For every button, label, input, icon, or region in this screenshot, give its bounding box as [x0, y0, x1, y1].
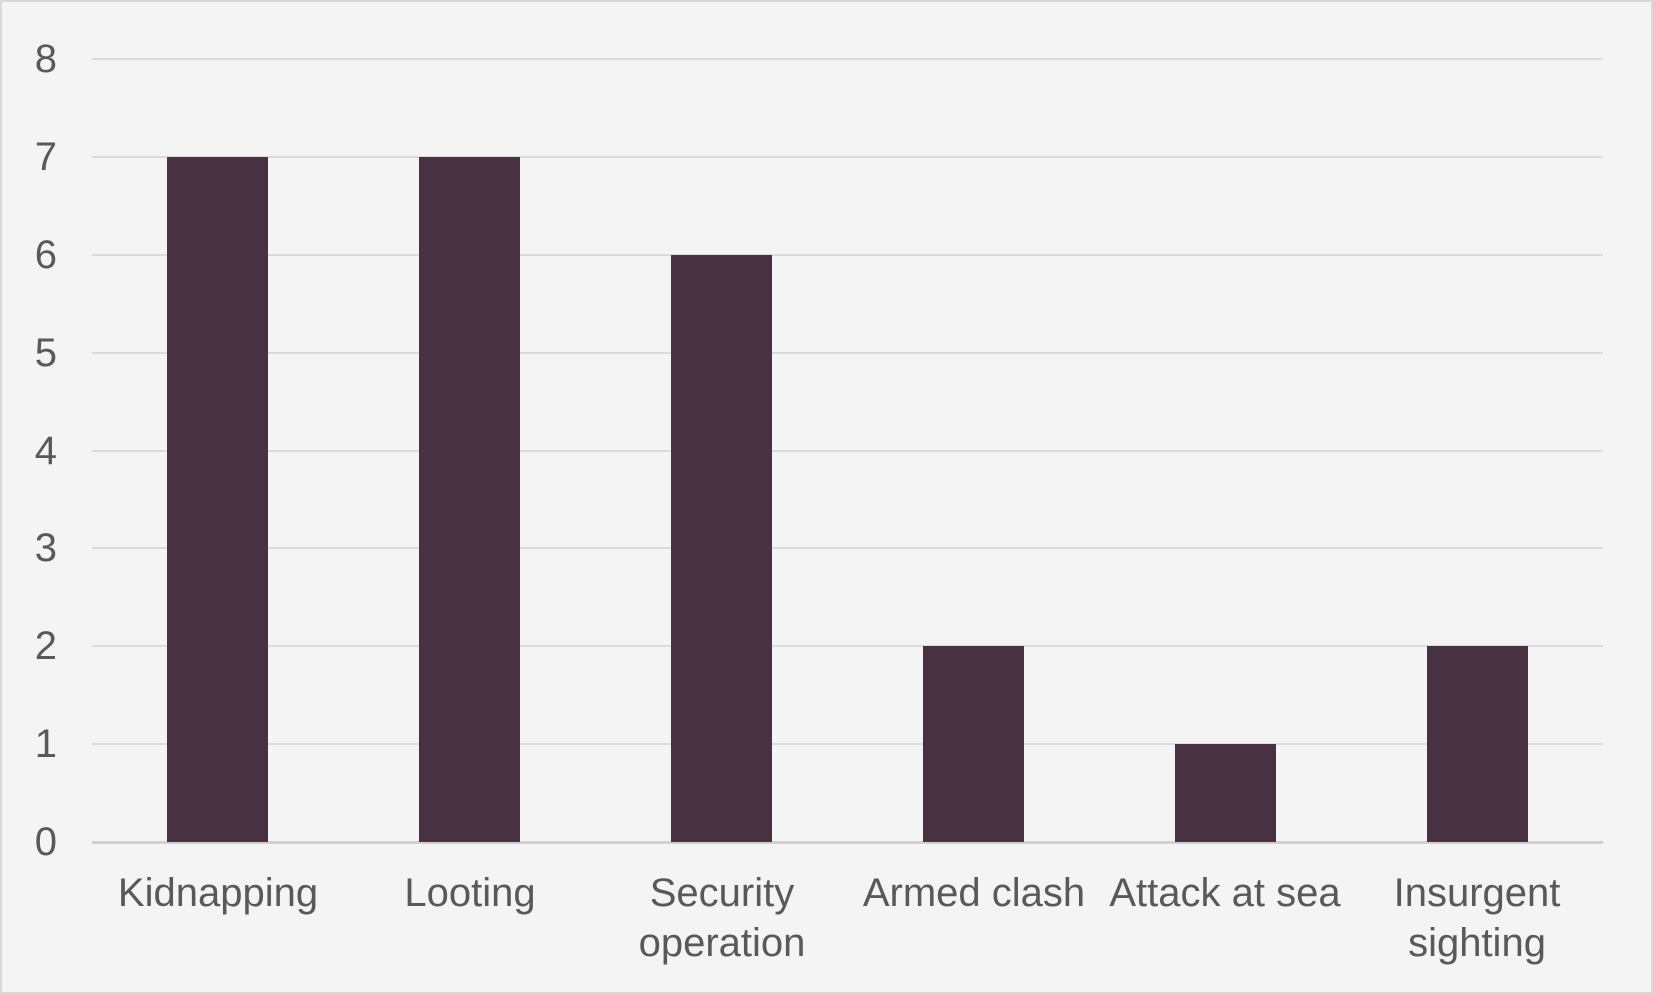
- gridline: [92, 743, 1603, 746]
- x-tick-label-kidnapping: Kidnapping: [92, 868, 344, 918]
- y-tick-label: 7: [34, 134, 57, 179]
- bar-insurgent-sighting: [1427, 646, 1528, 842]
- x-tick-label-line: sighting: [1408, 921, 1546, 965]
- x-tick-label-line: Attack at sea: [1109, 871, 1341, 915]
- bar-looting: [419, 157, 520, 842]
- bar-kidnapping: [167, 157, 268, 842]
- y-tick-label: 6: [34, 232, 57, 277]
- x-tick-label-security-operation: Security operation: [596, 868, 848, 968]
- x-tick-label-insurgent-sighting: Insurgent sighting: [1351, 868, 1603, 968]
- y-tick-label: 5: [34, 330, 57, 375]
- x-tick-label-line: Kidnapping: [117, 871, 319, 915]
- plot-area: [92, 58, 1603, 844]
- x-tick-label-armed-clash: Armed clash: [848, 868, 1100, 918]
- y-tick-label: 4: [34, 428, 57, 473]
- bar-attack-at-sea: [1175, 744, 1276, 842]
- y-tick-label: 3: [34, 526, 57, 571]
- gridline: [92, 645, 1603, 648]
- x-tick-label-line: Armed clash: [862, 871, 1086, 915]
- gridline: [92, 253, 1603, 256]
- gridline: [92, 449, 1603, 452]
- bar-armed-clash: [923, 646, 1024, 842]
- gridline: [92, 547, 1603, 550]
- x-tick-label-line: Insurgent: [1393, 871, 1561, 915]
- y-tick-label: 1: [34, 722, 57, 767]
- gridline: [92, 155, 1603, 158]
- x-tick-label-looting: Looting: [344, 868, 596, 918]
- x-tick-label-line: Looting: [404, 871, 536, 915]
- x-tick-label-line: Security: [649, 871, 795, 915]
- gridline: [92, 351, 1603, 354]
- bar-security-operation: [671, 255, 772, 842]
- y-tick-label: 0: [34, 820, 57, 864]
- gridline: [92, 58, 1603, 60]
- y-tick-label: 2: [34, 624, 57, 669]
- y-tick-label: 8: [34, 37, 57, 81]
- x-tick-label-line: operation: [638, 921, 806, 965]
- x-tick-label-attack-at-sea: Attack at sea: [1099, 868, 1351, 918]
- x-axis-line: [92, 841, 1603, 844]
